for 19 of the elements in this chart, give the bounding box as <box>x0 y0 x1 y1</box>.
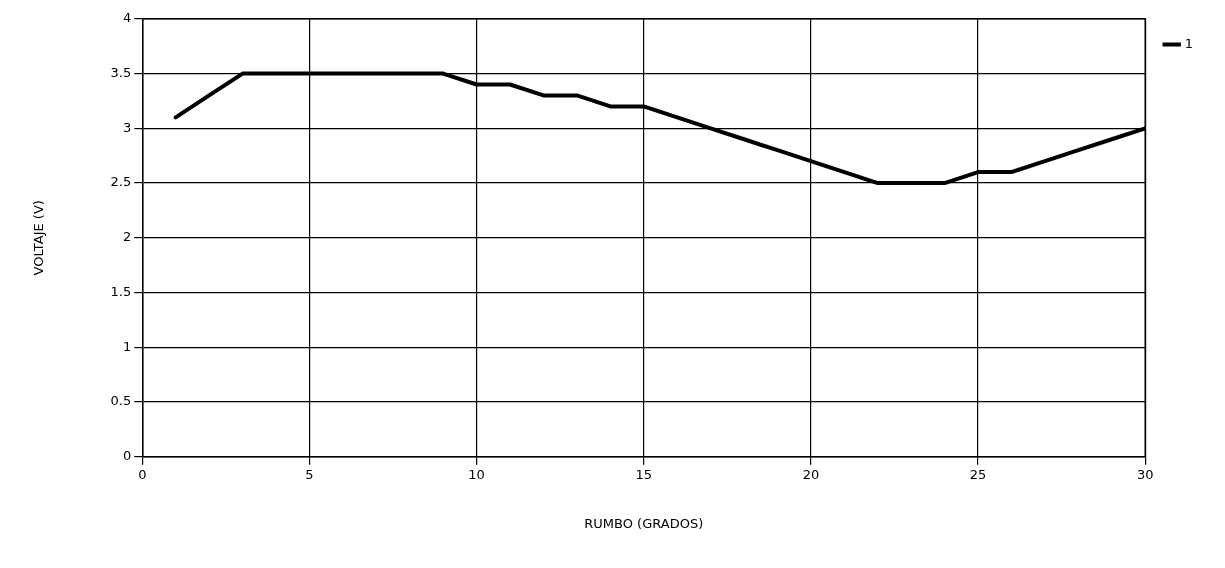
x-tick-label: 10 <box>468 466 485 482</box>
x-tick-label: 5 <box>305 466 314 482</box>
y-tick-label: 1 <box>122 338 132 354</box>
y-tick-label: 2 <box>122 229 132 245</box>
y-tick-label: 3 <box>122 119 132 135</box>
y-tick-label: 0.5 <box>110 393 132 409</box>
x-tick-label: 0 <box>138 466 147 482</box>
y-tick-label: 0 <box>122 448 132 464</box>
y-tick-label: 2.5 <box>110 174 132 190</box>
x-tick-label: 20 <box>802 466 820 482</box>
y-axis-title: VOLTAJE (V) <box>31 200 47 276</box>
x-tick-label: 25 <box>969 466 987 482</box>
x-tick-label: 15 <box>635 466 653 482</box>
legend-label: 1 <box>1184 35 1194 51</box>
x-tick-label: 30 <box>1136 466 1154 482</box>
y-tick-label: 1.5 <box>110 283 132 299</box>
y-tick-label: 4 <box>122 10 132 26</box>
y-tick-label: 3.5 <box>110 64 132 80</box>
x-axis-title: RUMBO (GRADOS) <box>584 515 704 531</box>
